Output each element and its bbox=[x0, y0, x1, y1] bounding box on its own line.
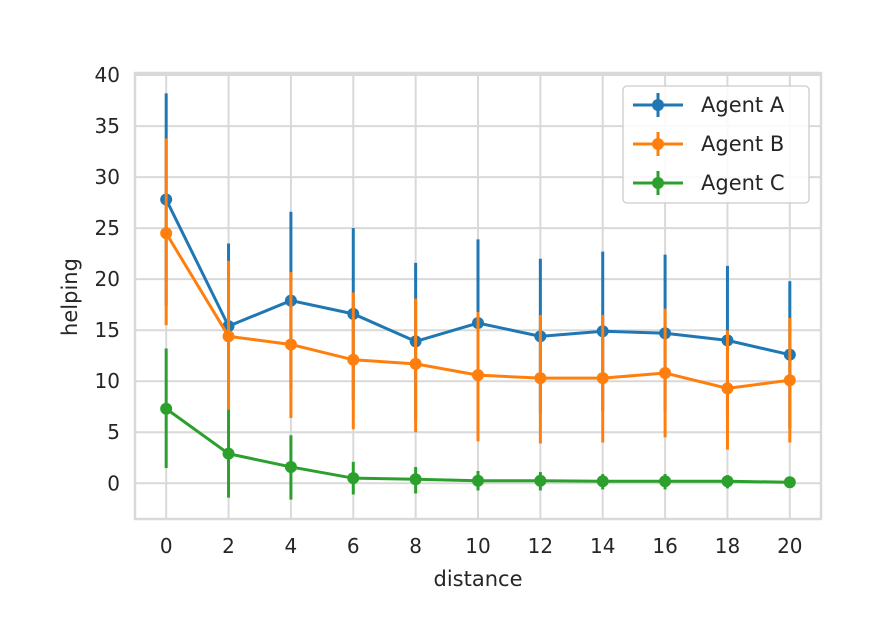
data-point bbox=[472, 474, 484, 487]
legend-box bbox=[622, 85, 810, 204]
x-tick-label: 2 bbox=[222, 534, 235, 558]
legend-item: Agent C bbox=[633, 171, 785, 195]
y-tick-label: 10 bbox=[95, 369, 120, 393]
series-agent-c bbox=[160, 348, 796, 500]
y-tick-label: 5 bbox=[107, 420, 120, 444]
data-point bbox=[160, 402, 173, 415]
y-tick-label: 40 bbox=[95, 63, 120, 87]
data-point bbox=[783, 476, 796, 489]
legend-label: Agent C bbox=[701, 171, 785, 195]
x-tick-label: 10 bbox=[465, 534, 490, 558]
data-point bbox=[659, 367, 672, 380]
x-tick-label: 0 bbox=[160, 534, 173, 558]
series-agent-b bbox=[160, 138, 796, 450]
legend-item: Agent A bbox=[633, 93, 785, 117]
data-point bbox=[659, 475, 672, 488]
data-point bbox=[721, 382, 734, 395]
data-point bbox=[596, 372, 609, 385]
data-point bbox=[596, 475, 609, 488]
data-point bbox=[721, 475, 734, 488]
y-tick-label: 25 bbox=[95, 216, 120, 240]
legend-label: Agent B bbox=[701, 132, 784, 156]
y-tick-label: 15 bbox=[95, 318, 120, 342]
data-point bbox=[472, 369, 484, 382]
x-axis-label: distance bbox=[434, 567, 523, 591]
data-point bbox=[409, 473, 422, 486]
data-point bbox=[409, 357, 422, 370]
legend: Agent A Agent B Agent C bbox=[622, 85, 810, 204]
y-tick-label: 0 bbox=[107, 471, 120, 495]
x-tick-label: 16 bbox=[652, 534, 677, 558]
x-tick-label: 4 bbox=[285, 534, 298, 558]
legend-label: Agent A bbox=[701, 93, 785, 117]
x-tick-label: 18 bbox=[715, 534, 740, 558]
x-tick-label: 14 bbox=[590, 534, 615, 558]
y-axis-label: helping bbox=[58, 258, 82, 336]
legend-marker-icon bbox=[652, 99, 664, 111]
x-tick-label: 12 bbox=[528, 534, 553, 558]
x-tick-label: 8 bbox=[409, 534, 422, 558]
data-series bbox=[160, 93, 796, 500]
plot-frame bbox=[133, 71, 823, 521]
data-point bbox=[347, 472, 360, 485]
data-point bbox=[222, 330, 235, 343]
data-point bbox=[284, 338, 297, 351]
data-point bbox=[347, 353, 360, 366]
legend-item: Agent B bbox=[633, 132, 784, 156]
data-point bbox=[534, 372, 547, 385]
x-tick-label: 6 bbox=[347, 534, 360, 558]
y-tick-label: 20 bbox=[95, 267, 120, 291]
y-tick-label: 30 bbox=[95, 165, 120, 189]
legend-marker-icon bbox=[652, 177, 664, 189]
data-point bbox=[160, 227, 173, 240]
data-point bbox=[534, 474, 547, 487]
x-axis-ticks: 0 2 4 6 8 10 12 14 16 18 20 bbox=[160, 534, 803, 558]
x-tick-label: 20 bbox=[777, 534, 802, 558]
data-point bbox=[222, 447, 235, 460]
legend-marker-icon bbox=[652, 138, 664, 150]
data-point bbox=[783, 374, 796, 387]
data-point bbox=[284, 460, 297, 473]
y-tick-label: 35 bbox=[95, 114, 120, 138]
y-axis-ticks: 0 5 10 15 20 25 30 35 40 bbox=[95, 63, 120, 495]
